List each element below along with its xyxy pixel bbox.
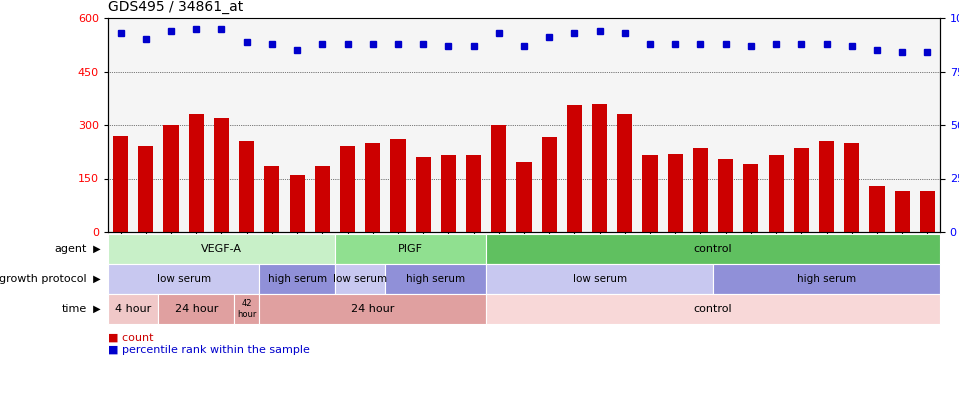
Bar: [486, 294, 940, 324]
Text: ■ percentile rank within the sample: ■ percentile rank within the sample: [108, 345, 310, 355]
Text: 24 hour: 24 hour: [175, 304, 218, 314]
Bar: [108, 294, 158, 324]
Bar: [386, 264, 486, 294]
Text: low serum: low serum: [333, 274, 387, 284]
Bar: [713, 264, 940, 294]
Bar: [265, 166, 279, 232]
Bar: [895, 191, 910, 232]
Bar: [643, 155, 658, 232]
Text: VEGF-A: VEGF-A: [201, 244, 242, 254]
Bar: [335, 264, 386, 294]
Bar: [339, 146, 355, 232]
Bar: [486, 234, 940, 264]
Bar: [491, 125, 506, 232]
Bar: [844, 143, 859, 232]
Bar: [920, 191, 935, 232]
Bar: [163, 125, 178, 232]
Bar: [108, 264, 259, 294]
Bar: [415, 157, 431, 232]
Bar: [290, 175, 305, 232]
Text: high serum: high serum: [268, 274, 327, 284]
Bar: [466, 155, 481, 232]
Bar: [234, 294, 259, 324]
Text: 42
hour: 42 hour: [237, 299, 256, 319]
Bar: [768, 155, 784, 232]
Bar: [542, 137, 557, 232]
Text: ▶: ▶: [89, 244, 101, 254]
Bar: [693, 148, 708, 232]
Bar: [259, 264, 335, 294]
Bar: [819, 141, 834, 232]
Bar: [108, 234, 335, 264]
Text: control: control: [693, 304, 733, 314]
Bar: [718, 159, 734, 232]
Text: PIGF: PIGF: [398, 244, 423, 254]
Bar: [138, 146, 153, 232]
Bar: [441, 155, 456, 232]
Text: ▶: ▶: [89, 274, 101, 284]
Text: ■ count: ■ count: [108, 333, 153, 343]
Text: low serum: low serum: [156, 274, 211, 284]
Bar: [113, 136, 129, 232]
Text: GDS495 / 34861_at: GDS495 / 34861_at: [108, 0, 244, 14]
Text: time: time: [61, 304, 86, 314]
Bar: [592, 104, 607, 232]
Bar: [259, 294, 486, 324]
Text: ▶: ▶: [89, 304, 101, 314]
Text: low serum: low serum: [573, 274, 626, 284]
Bar: [743, 164, 759, 232]
Bar: [189, 114, 204, 232]
Text: high serum: high serum: [407, 274, 465, 284]
Bar: [567, 105, 582, 232]
Bar: [214, 118, 229, 232]
Text: high serum: high serum: [797, 274, 856, 284]
Bar: [618, 114, 632, 232]
Bar: [667, 153, 683, 232]
Bar: [794, 148, 808, 232]
Text: agent: agent: [55, 244, 86, 254]
Bar: [517, 162, 531, 232]
Bar: [158, 294, 234, 324]
Text: 24 hour: 24 hour: [351, 304, 394, 314]
Bar: [315, 166, 330, 232]
Text: control: control: [693, 244, 733, 254]
Bar: [390, 139, 406, 232]
Text: growth protocol: growth protocol: [0, 274, 86, 284]
Bar: [365, 143, 381, 232]
Bar: [486, 264, 713, 294]
Bar: [870, 185, 884, 232]
Bar: [239, 141, 254, 232]
Text: 4 hour: 4 hour: [115, 304, 152, 314]
Bar: [335, 234, 486, 264]
